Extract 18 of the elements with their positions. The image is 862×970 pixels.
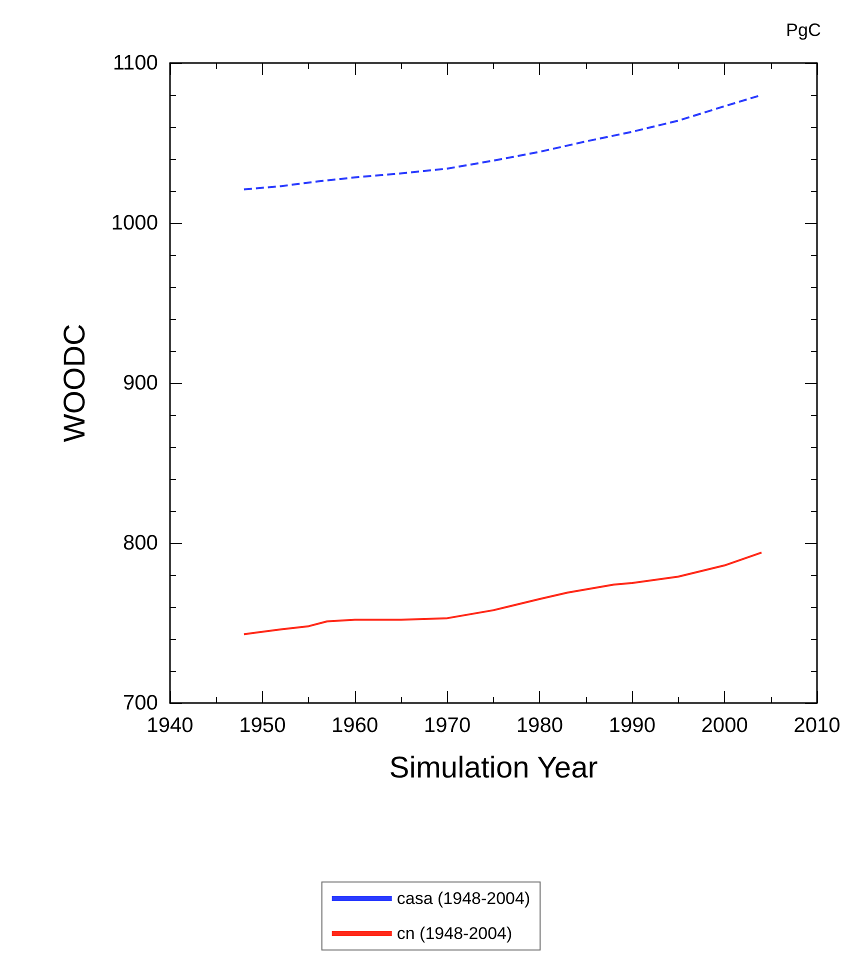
legend-label: casa (1948-2004) — [396, 889, 530, 908]
x-tick-label: 1940 — [146, 714, 194, 737]
x-tick-label: 2010 — [794, 714, 840, 737]
x-tick-label: 2000 — [701, 714, 748, 737]
legend-label: cn (1948-2004) — [396, 924, 512, 943]
x-axis-title: Simulation Year — [389, 752, 598, 784]
y-tick-label: 1100 — [112, 52, 158, 74]
y-tick-label: 1000 — [111, 212, 158, 234]
y-tick-label: 800 — [122, 532, 158, 554]
x-tick-label: 1950 — [239, 714, 286, 737]
chart-subtitle: PgC — [786, 20, 821, 40]
y-axis-title: WOODC — [58, 324, 92, 442]
x-tick-label: 1970 — [424, 714, 471, 737]
y-tick-label: 900 — [122, 372, 158, 394]
y-tick-label: 700 — [122, 692, 158, 714]
x-tick-label: 1960 — [332, 714, 378, 737]
x-tick-label: 1990 — [608, 714, 656, 737]
x-tick-label: 1980 — [516, 714, 564, 737]
